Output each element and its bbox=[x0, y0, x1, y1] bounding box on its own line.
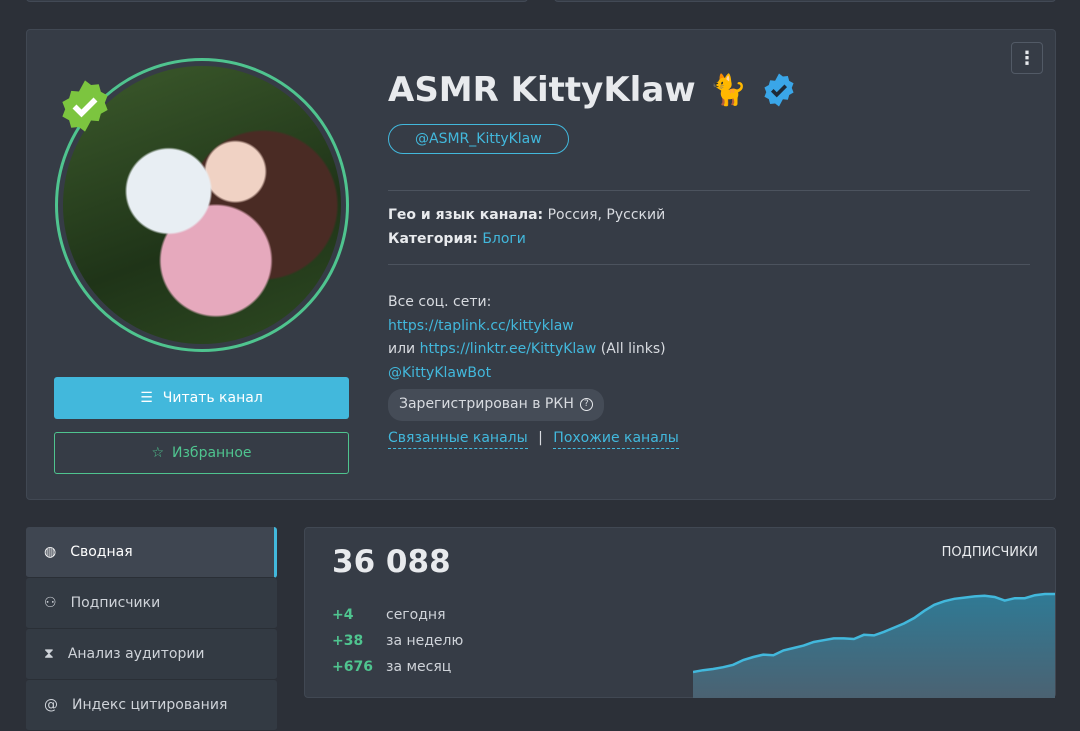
growth-rows: +4 сегодня +38 за неделю +676 за месяц bbox=[332, 602, 463, 680]
sparkline-line bbox=[693, 592, 1055, 674]
or-label: или bbox=[388, 341, 416, 357]
rkn-badge[interactable]: Зарегистрирован в РКН? bbox=[388, 389, 604, 421]
channel-handle[interactable]: @ASMR_KittyKlaw bbox=[388, 124, 569, 154]
more-menu-button[interactable]: ⋮ bbox=[1011, 42, 1043, 74]
sidebar-item-label: Сводная bbox=[70, 544, 133, 560]
subscribers-summary-card: 36 088 +4 сегодня +38 за неделю +676 за мес… bbox=[304, 527, 1056, 698]
star-icon: ☆ bbox=[151, 445, 165, 461]
hourglass-icon: ⧗ bbox=[44, 646, 54, 662]
help-icon[interactable]: ? bbox=[579, 398, 593, 412]
page-title: ASMR KittyKlaw 🐈 bbox=[388, 64, 1030, 116]
bot-link[interactable]: @KittyKlawBot bbox=[388, 364, 492, 381]
sidebar-item-label: Подписчики bbox=[70, 595, 161, 611]
cat-emoji-icon: 🐈 bbox=[709, 72, 748, 108]
read-channel-button[interactable]: ☰ Читать канал bbox=[54, 377, 349, 419]
growth-label: за месяц bbox=[386, 659, 452, 675]
growth-value: +38 bbox=[332, 633, 364, 649]
all-links-label: (All links) bbox=[600, 341, 666, 357]
chart-label: ПОДПИСЧИКИ bbox=[941, 545, 1038, 560]
growth-value: +4 bbox=[332, 607, 354, 623]
favorite-button[interactable]: ☆ Избранное bbox=[54, 432, 349, 474]
separator: | bbox=[538, 429, 543, 446]
avatar bbox=[55, 58, 349, 352]
growth-row: +676 за месяц bbox=[332, 654, 463, 680]
linktree-link[interactable]: https://linktr.ee/KittyKlaw bbox=[419, 341, 597, 357]
favorite-label: Избранное bbox=[172, 445, 252, 461]
sidebar-item-summary[interactable]: ◍ Сводная bbox=[26, 527, 277, 578]
similar-channels-link[interactable]: Похожие каналы bbox=[553, 429, 679, 449]
sidebar: ◍ Сводная ⚇ Подписчики ⧗ Анализ аудитории @… bbox=[26, 527, 277, 731]
top-card-right bbox=[554, 0, 1056, 2]
verified-badge-icon bbox=[764, 73, 794, 107]
read-channel-label: Читать канал bbox=[162, 390, 263, 406]
users-icon: ⚇ bbox=[44, 595, 57, 611]
taplink-link[interactable]: https://taplink.cc/kittyklaw bbox=[388, 317, 574, 334]
geo-label: Гео и язык канала: bbox=[388, 207, 544, 223]
subscriber-total: 36 088 bbox=[332, 544, 451, 580]
sidebar-item-subscribers[interactable]: ⚇ Подписчики bbox=[26, 578, 277, 629]
growth-value: +676 bbox=[332, 659, 373, 675]
growth-row: +38 за неделю bbox=[332, 628, 463, 654]
top-card-left bbox=[26, 0, 528, 2]
social-label: Все соц. сети: bbox=[388, 294, 492, 310]
sidebar-item-audience[interactable]: ⧗ Анализ аудитории bbox=[26, 629, 277, 680]
list-icon: ☰ bbox=[140, 390, 153, 406]
growth-row: +4 сегодня bbox=[332, 602, 463, 628]
channel-info: ASMR KittyKlaw 🐈 @ASMR_KittyKlaw Гео и я… bbox=[388, 64, 1030, 450]
growth-label: за неделю bbox=[386, 633, 464, 649]
sidebar-item-label: Индекс цитирования bbox=[72, 697, 228, 713]
channel-title: ASMR KittyKlaw bbox=[388, 70, 696, 110]
geo-row: Гео и язык канала: Россия, Русский bbox=[388, 203, 1030, 227]
dashboard-icon: ◍ bbox=[44, 544, 57, 560]
rkn-label: Зарегистрирован в РКН bbox=[399, 396, 574, 412]
category-label: Категория: bbox=[388, 231, 478, 247]
category-link[interactable]: Блоги bbox=[482, 231, 526, 247]
sparkline-area bbox=[693, 594, 1055, 698]
sidebar-item-label: Анализ аудитории bbox=[67, 646, 205, 662]
avatar-image bbox=[63, 66, 341, 344]
category-row: Категория: Блоги bbox=[388, 227, 1030, 251]
geo-value: Россия, Русский bbox=[547, 207, 666, 223]
growth-label: сегодня bbox=[386, 607, 446, 623]
at-icon: @ bbox=[44, 697, 58, 713]
channel-profile-card: ⋮ ☰ Читать канал ☆ Избранное ASMR KittyK… bbox=[26, 29, 1056, 500]
related-channels-link[interactable]: Связанные каналы bbox=[388, 429, 528, 449]
subscribers-sparkline bbox=[693, 592, 1055, 698]
verified-check-icon bbox=[62, 80, 108, 132]
sidebar-item-citation[interactable]: @ Индекс цитирования bbox=[26, 680, 277, 731]
